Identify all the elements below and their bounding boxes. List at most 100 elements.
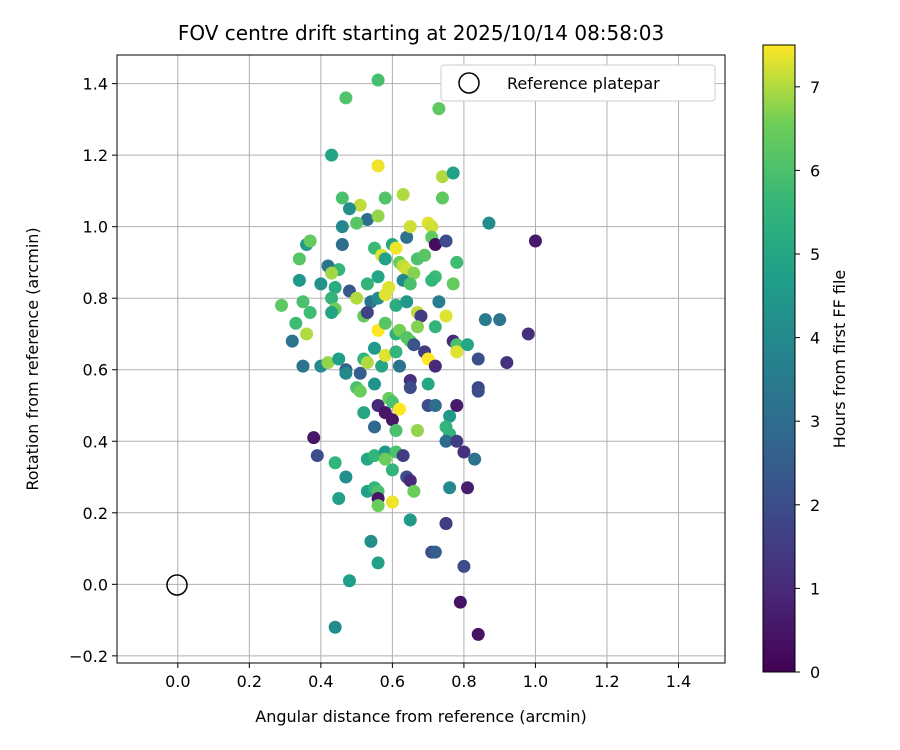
data-point	[371, 159, 385, 173]
data-point	[410, 424, 424, 438]
data-point	[450, 398, 464, 412]
data-point	[403, 513, 417, 527]
y-tick-label: 0.4	[83, 432, 108, 451]
data-point	[292, 273, 306, 287]
data-point	[350, 291, 364, 305]
colorbar-gradient	[762, 44, 796, 673]
y-tick-label: 0.2	[83, 504, 108, 523]
data-point	[328, 280, 342, 294]
x-tick-label: 1.2	[594, 672, 619, 691]
data-point	[339, 470, 353, 484]
data-point	[432, 102, 446, 116]
data-point	[328, 456, 342, 470]
data-point	[368, 420, 382, 434]
data-point	[310, 449, 324, 463]
y-tick-label: 1.0	[83, 218, 108, 237]
colorbar-tick-label: 2	[810, 496, 820, 515]
data-point	[435, 170, 449, 184]
data-point	[335, 238, 349, 252]
data-point	[521, 327, 535, 341]
data-point	[368, 449, 382, 463]
y-tick-label: −0.2	[69, 647, 108, 666]
data-point	[435, 191, 449, 205]
data-point	[360, 306, 374, 320]
data-point	[378, 191, 392, 205]
data-point	[403, 220, 417, 234]
colorbar-tick-label: 6	[810, 161, 820, 180]
data-point	[321, 356, 335, 370]
data-point	[439, 309, 453, 323]
data-point	[385, 413, 399, 427]
data-point	[339, 91, 353, 105]
data-point	[421, 377, 435, 391]
data-point	[325, 306, 339, 320]
x-tick-label: 1.0	[523, 672, 548, 691]
data-point	[393, 359, 407, 373]
data-point	[396, 449, 410, 463]
data-point	[471, 352, 485, 366]
data-point	[450, 345, 464, 359]
data-point	[385, 495, 399, 509]
data-point	[389, 241, 403, 255]
data-point	[428, 398, 442, 412]
data-point	[407, 266, 421, 280]
x-tick-label: 0.8	[451, 672, 476, 691]
colorbar-tick-label: 4	[810, 329, 820, 348]
data-point	[425, 273, 439, 287]
data-point	[360, 277, 374, 291]
data-point	[432, 295, 446, 309]
data-point	[285, 334, 299, 348]
colorbar-tick-label: 3	[810, 412, 820, 431]
data-point	[439, 517, 453, 531]
y-tick-label: 0.0	[83, 575, 108, 594]
data-point	[378, 288, 392, 302]
data-point	[407, 338, 421, 352]
x-axis-ticks: 0.0 0.2 0.4 0.6 0.8 1.0 1.2 1.4	[165, 663, 691, 691]
data-point	[453, 595, 467, 609]
grid-lines	[117, 55, 725, 663]
y-tick-label: 0.6	[83, 361, 108, 380]
y-axis-ticks: −0.2 0.0 0.2 0.4 0.6 0.8 1.0 1.2 1.4	[69, 75, 117, 666]
data-point	[360, 356, 374, 370]
data-point	[389, 424, 403, 438]
data-point	[482, 216, 496, 230]
legend-entry-reference: Reference platepar	[507, 74, 660, 93]
data-point	[396, 187, 410, 201]
data-point	[443, 481, 457, 495]
data-point	[428, 359, 442, 373]
data-point	[385, 463, 399, 477]
data-point	[407, 484, 421, 498]
data-point	[335, 191, 349, 205]
data-point	[371, 556, 385, 570]
data-point	[353, 384, 367, 398]
data-points	[275, 73, 542, 641]
data-point	[325, 148, 339, 162]
data-point	[296, 295, 310, 309]
data-point	[353, 198, 367, 212]
data-point	[446, 166, 460, 180]
data-point	[389, 298, 403, 312]
data-point	[450, 434, 464, 448]
data-point	[493, 313, 507, 327]
colorbar-tick-label: 0	[810, 663, 820, 682]
data-point	[468, 452, 482, 466]
data-point	[393, 402, 407, 416]
data-point	[292, 252, 306, 266]
data-point	[332, 491, 346, 505]
data-point	[400, 295, 414, 309]
data-point	[275, 298, 289, 312]
colorbar-tick-label: 5	[810, 245, 820, 264]
data-point	[443, 409, 457, 423]
data-point	[325, 291, 339, 305]
data-point	[296, 359, 310, 373]
data-point	[418, 248, 432, 262]
reference-marker	[166, 574, 188, 596]
data-point	[371, 499, 385, 513]
data-point	[350, 216, 364, 230]
data-point	[457, 445, 471, 459]
data-point	[371, 209, 385, 223]
legend: Reference platepar	[440, 64, 716, 102]
data-point	[289, 316, 303, 330]
data-point	[325, 266, 339, 280]
